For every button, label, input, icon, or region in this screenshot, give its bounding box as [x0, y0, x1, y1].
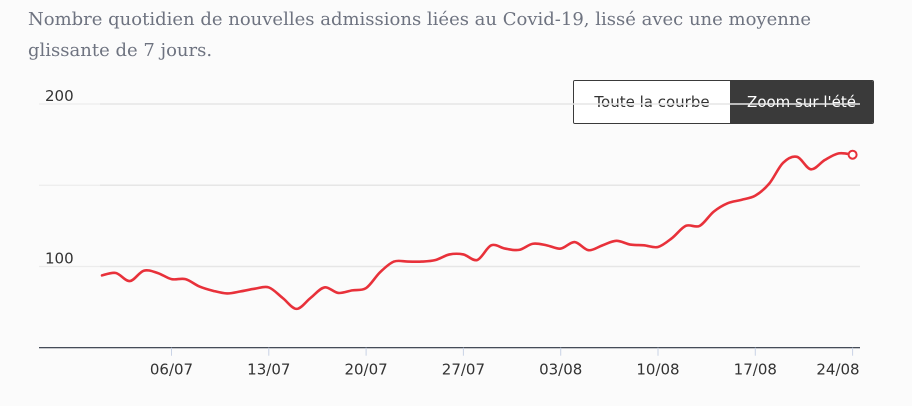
full-curve-button[interactable]: Toute la courbe [574, 81, 730, 123]
x-tick-label: 13/07 [247, 361, 290, 379]
y-tick-label: 200 [45, 87, 74, 105]
x-tick-label: 20/07 [344, 361, 387, 379]
series-line [100, 151, 854, 311]
x-tick-label: 10/08 [636, 361, 679, 379]
x-tick-label: 03/08 [539, 361, 582, 379]
x-tick-label: 17/08 [734, 361, 777, 379]
summer-zoom-button[interactable]: Zoom sur l'été [730, 81, 873, 123]
x-tick-label: 27/07 [442, 361, 485, 379]
x-tick-label: 06/07 [150, 361, 193, 379]
y-tick-label: 100 [45, 249, 74, 267]
x-tick-label: 24/08 [816, 361, 859, 379]
chart-title: Nombre quotidien de nouvelles admissions… [28, 9, 812, 61]
last-point-marker [847, 149, 858, 160]
view-toggle: Toute la courbe Zoom sur l'été [573, 80, 874, 124]
